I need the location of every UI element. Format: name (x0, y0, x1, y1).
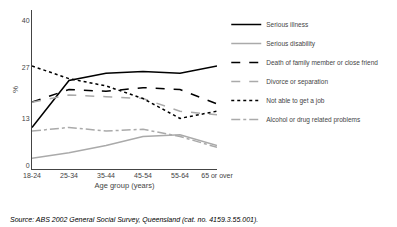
svg-text:35-44: 35-44 (97, 172, 115, 179)
svg-text:Alcohol or drug related proble: Alcohol or drug related problems (266, 116, 361, 124)
svg-text:Source: ABS 2002 General Socia: Source: ABS 2002 General Social Survey, … (10, 216, 258, 224)
svg-text:Divorce or separation: Divorce or separation (266, 78, 328, 86)
svg-text:65 or over: 65 or over (201, 172, 233, 179)
svg-text:Age group (years): Age group (years) (94, 181, 155, 190)
svg-text:%: % (11, 86, 20, 93)
svg-text:Not able to get a job: Not able to get a job (266, 97, 325, 105)
svg-text:27: 27 (22, 64, 30, 71)
svg-text:18-24: 18-24 (23, 172, 41, 179)
svg-text:45-54: 45-54 (134, 172, 152, 179)
svg-text:25-34: 25-34 (60, 172, 78, 179)
svg-text:40: 40 (22, 17, 30, 24)
svg-text:Serious illness: Serious illness (266, 21, 309, 28)
svg-text:13: 13 (22, 115, 30, 122)
svg-text:Serious disability: Serious disability (266, 40, 316, 48)
svg-text:0: 0 (26, 162, 30, 169)
svg-text:55-64: 55-64 (171, 172, 189, 179)
svg-text:Death of family member or clos: Death of family member or close friend (266, 59, 378, 67)
